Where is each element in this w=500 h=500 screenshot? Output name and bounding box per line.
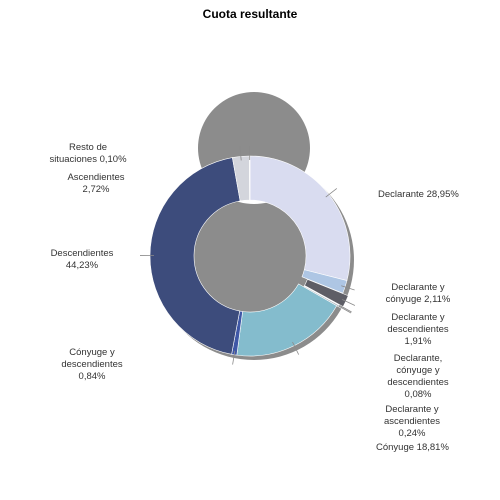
chart-title: Cuota resultante — [203, 7, 298, 21]
slice-label-line: descendientes — [61, 359, 123, 370]
slice-label-conyuge-y-descendientes: Cónyuge y descendientes 0,84% — [61, 347, 123, 382]
slice-label-conyuge: Cónyuge 18,81% — [376, 442, 449, 453]
slice-label-line: Declarante y — [391, 312, 445, 323]
slice-label-line: 0,08% — [405, 389, 432, 400]
slice-declarante-y-descendientes — [304, 278, 349, 307]
slice-label-line: 44,23% — [66, 260, 99, 271]
slice-label-line: Cónyuge 18,81% — [376, 442, 449, 453]
slice-label-line: descendientes — [387, 324, 449, 335]
slice-label-line: cónyuge y — [396, 365, 440, 376]
slice-resto-de-situaciones — [249, 155, 251, 201]
slice-declarante-y-conyuge — [301, 269, 348, 294]
slice-label-line: 0,24% — [399, 428, 426, 439]
leader-line-conyuge-y-descendientes — [232, 350, 236, 365]
slice-label-line: situaciones 0,10% — [49, 154, 127, 165]
slice-label-declarante: Declarante 28,95% — [378, 189, 459, 200]
slice-label-line: 0,84% — [79, 371, 106, 382]
slice-label-line: Declarante y — [391, 282, 445, 293]
leader-lines — [139, 145, 356, 365]
slice-label-ascendientes: Ascendientes 2,72% — [67, 172, 124, 195]
leader-line-declarante-conyuge-y-descendientes — [339, 304, 352, 313]
slice-label-line: descendientes — [387, 377, 449, 388]
slice-declarante — [249, 155, 351, 281]
slice-label-resto-de-situaciones: Resto de situaciones 0,10% — [49, 142, 127, 165]
slice-label-line: Descendientes — [51, 248, 114, 259]
slice-label-line: Declarante y — [385, 404, 439, 415]
slice-label-line: 1,91% — [405, 336, 432, 347]
slice-label-line: Cónyuge y — [69, 347, 115, 358]
leader-line-declarante-y-conyuge — [341, 285, 355, 291]
slice-label-line: Declarante 28,95% — [378, 189, 459, 200]
leader-line-ascendientes — [239, 146, 242, 161]
slice-label-descendientes: Descendientes 44,23% — [51, 248, 114, 271]
slice-descendientes — [149, 157, 241, 355]
slice-label-declarante-y-descendientes: Declarante y descendientes 1,91% — [387, 312, 449, 347]
slice-label-line: Declarante, — [394, 353, 443, 364]
donut-slices — [149, 155, 351, 357]
leader-line-declarante — [325, 188, 338, 198]
slice-label-line: cónyuge 2,11% — [386, 294, 451, 305]
slice-label-line: Resto de — [69, 142, 107, 153]
leader-line-conyuge — [292, 341, 300, 355]
slice-label-declarante-y-conyuge: Declarante y cónyuge 2,11% — [386, 282, 451, 305]
slice-label-line: Ascendientes — [67, 172, 124, 183]
leader-line-declarante-y-descendientes — [342, 299, 356, 306]
slice-label-declarante-y-ascendientes: Declarante y ascendientes 0,24% — [384, 404, 440, 439]
slice-label-line: ascendientes — [384, 416, 440, 427]
slice-label-declarante-conyuge-y-descendientes: Declarante, cónyuge y descendientes 0,08% — [387, 353, 449, 400]
leader-line-declarante-y-ascendientes — [338, 305, 352, 314]
slice-labels: Declarante 28,95%Declarante y cónyuge 2,1… — [49, 142, 459, 453]
slice-label-line: 2,72% — [83, 184, 110, 195]
